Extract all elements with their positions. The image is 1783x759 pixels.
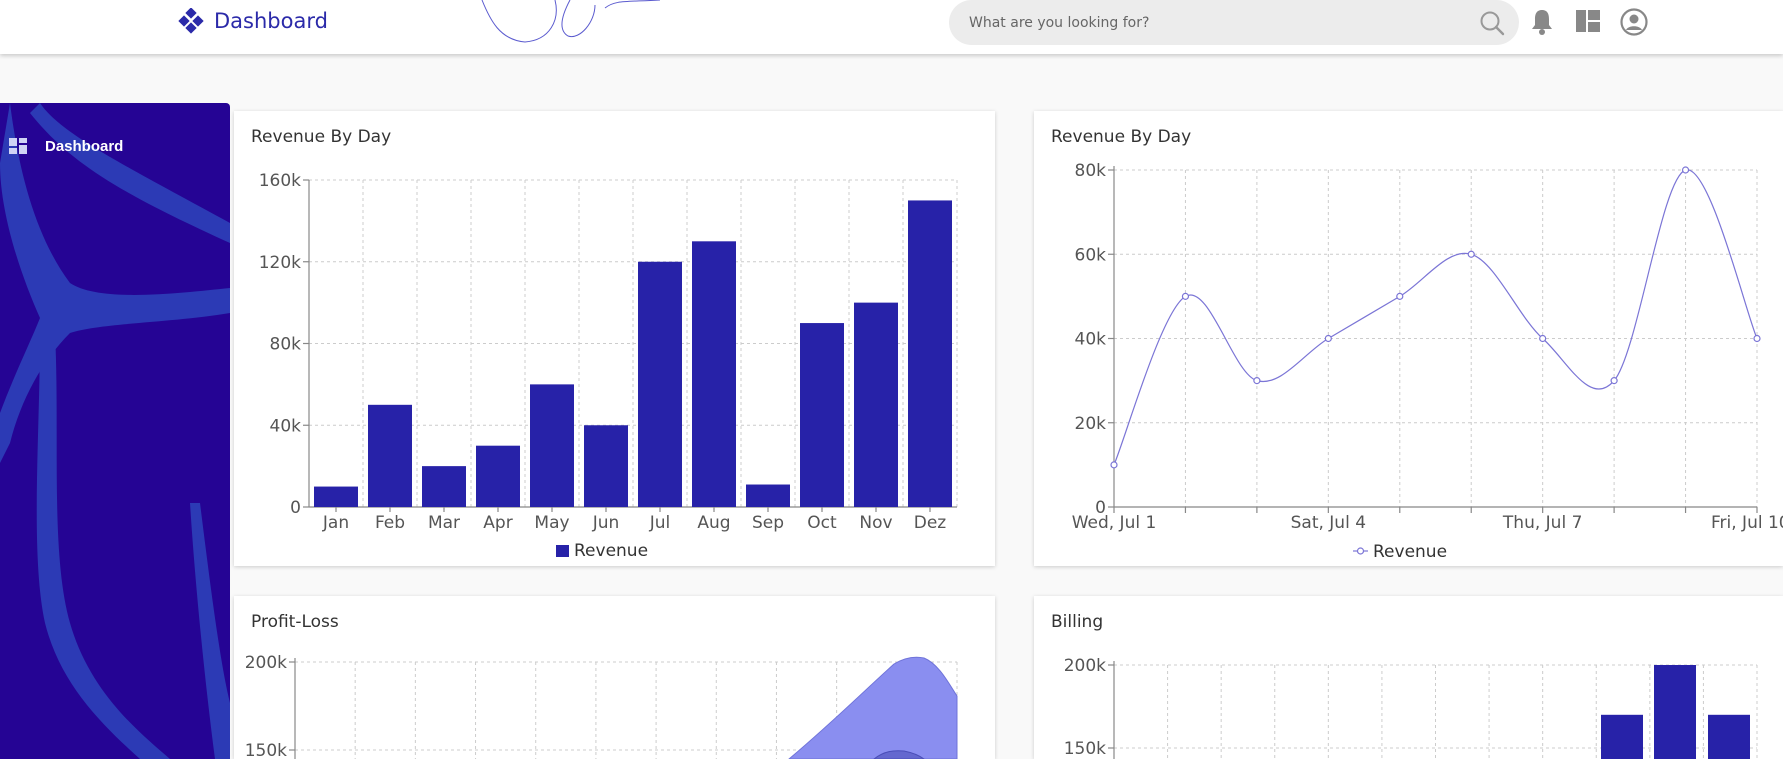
bar — [746, 484, 790, 507]
sidebar-item-label: Dashboard — [45, 137, 124, 155]
app-title: Dashboard — [214, 9, 328, 33]
x-tick-label: Sat, Jul 4 — [1291, 513, 1366, 533]
revenue-line-card: Revenue By Day 0 20k 40k 60k 80k Wed, Jul 1 Sa… — [1034, 111, 1783, 566]
bar — [1601, 714, 1643, 759]
y-tick-label: 60k — [1075, 245, 1107, 265]
dashboard-layout-icon[interactable] — [1575, 8, 1601, 34]
y-tick-label: 40k — [1075, 330, 1107, 350]
dashboard-grid-icon — [9, 138, 27, 154]
x-tick-label: Feb — [375, 513, 405, 533]
bar — [854, 302, 898, 507]
search-bar[interactable] — [949, 0, 1519, 45]
sidebar-item-dashboard[interactable]: Dashboard — [8, 137, 123, 155]
bar — [476, 445, 520, 507]
x-tick-label: Mar — [428, 513, 460, 533]
sidebar: Dashboard — [0, 103, 230, 759]
search-input[interactable] — [967, 13, 1471, 32]
x-tick-label: Aug — [697, 513, 730, 533]
area-fill — [788, 656, 958, 759]
data-point — [1396, 292, 1404, 300]
y-tick-label: 150k — [245, 741, 287, 759]
revenue-bar-chart: 0 40k 80k 120k 160k Jan Feb Mar Apr May Jun Jul Aug S… — [259, 171, 958, 561]
legend-swatch-point — [1356, 547, 1365, 555]
x-tick-label: May — [534, 513, 569, 533]
legend-swatch — [556, 545, 569, 557]
bar — [584, 425, 628, 507]
y-tick-label: 200k — [245, 653, 287, 673]
data-point — [1539, 334, 1547, 343]
data-point — [1681, 166, 1690, 174]
data-point — [1753, 334, 1761, 343]
brand[interactable]: Dashboard — [178, 8, 328, 34]
bar — [908, 200, 952, 507]
sidebar-background — [0, 103, 230, 759]
profit-loss-chart: 200k 150k — [245, 653, 958, 759]
legend-label: Revenue — [574, 541, 648, 561]
decorative-outline — [481, 0, 661, 43]
x-tick-label: Dez — [914, 513, 947, 533]
y-tick-label: 150k — [1064, 739, 1106, 759]
bar — [368, 404, 412, 507]
area-inner — [873, 750, 925, 759]
logo-diamond-icon — [178, 8, 204, 34]
legend-label: Revenue — [1373, 542, 1447, 562]
card-title: Revenue By Day — [1051, 127, 1192, 147]
data-point — [1467, 250, 1475, 258]
series-line — [1113, 169, 1758, 466]
card-title: Profit-Loss — [251, 612, 339, 632]
data-point — [1610, 377, 1618, 385]
y-tick-label: 20k — [1075, 414, 1107, 434]
data-point — [1110, 461, 1118, 469]
bar — [692, 241, 736, 507]
bell-icon[interactable] — [1530, 8, 1554, 36]
x-tick-label: Sep — [752, 513, 784, 533]
x-tick-label: Oct — [807, 513, 837, 533]
bar — [1654, 665, 1696, 759]
x-tick-label: Thu, Jul 7 — [1502, 513, 1582, 533]
data-point — [1181, 292, 1190, 300]
y-tick-label: 80k — [270, 335, 302, 355]
y-tick-label: 160k — [259, 171, 301, 191]
top-bar: Dashboard — [0, 0, 1783, 54]
bar — [1708, 714, 1750, 759]
revenue-line-chart: 0 20k 40k 60k 80k Wed, Jul 1 Sat, Jul 4 Thu, Ju… — [1072, 161, 1783, 562]
user-icon[interactable] — [1620, 8, 1648, 36]
y-tick-label: 40k — [270, 416, 302, 436]
x-tick-label: Apr — [483, 513, 512, 533]
search-icon[interactable] — [1479, 10, 1505, 36]
card-title: Revenue By Day — [251, 127, 392, 147]
billing-card: Billing 200k 150k — [1034, 596, 1783, 759]
profit-loss-card: Profit-Loss 200k 150k — [234, 596, 995, 759]
data-point — [1324, 334, 1332, 343]
x-tick-label: Jun — [592, 513, 620, 533]
y-tick-label: 0 — [290, 498, 301, 518]
x-tick-label: Jul — [649, 513, 671, 533]
data-point — [1253, 377, 1261, 385]
y-tick-label: 80k — [1075, 161, 1107, 181]
x-tick-label: Nov — [859, 513, 892, 533]
y-tick-label: 200k — [1064, 656, 1106, 676]
revenue-bar-card: Revenue By Day 0 40k 80k 120k 160k Jan Feb Mar A… — [234, 111, 995, 566]
x-tick-label: Jan — [322, 513, 349, 533]
card-title: Billing — [1051, 612, 1104, 632]
bar — [800, 323, 844, 507]
x-tick-label: Fri, Jul 10 — [1711, 513, 1783, 533]
bar — [638, 261, 682, 507]
bar — [314, 486, 358, 507]
billing-chart: 200k 150k — [1064, 656, 1758, 759]
y-tick-label: 0 — [1095, 498, 1106, 518]
x-tick-label: Wed, Jul 1 — [1072, 513, 1157, 533]
bar — [422, 466, 466, 507]
y-tick-label: 120k — [259, 253, 301, 273]
bar — [530, 384, 574, 507]
